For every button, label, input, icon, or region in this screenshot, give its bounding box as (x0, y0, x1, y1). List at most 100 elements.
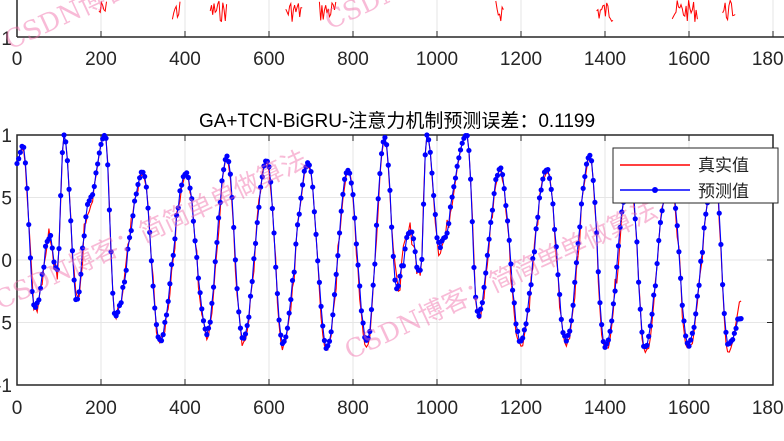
predicted-point (375, 196, 381, 202)
predicted-point (268, 179, 274, 185)
top-chart-partial: 0 200 400 600 800 1000 1200 1400 1600 1800 1 (1, 0, 784, 70)
predicted-point (568, 318, 575, 324)
predicted-point (316, 279, 322, 285)
predicted-point (199, 306, 205, 312)
x-tick-label: 1400 (584, 49, 626, 70)
predicted-point (342, 176, 348, 182)
x-tick-label: 1200 (500, 398, 542, 419)
predicted-point (214, 239, 220, 246)
predicted-point (200, 318, 207, 324)
predicted-point (501, 186, 507, 192)
predicted-point (523, 321, 529, 327)
x-tick-label: 800 (337, 398, 369, 419)
predicted-point (540, 176, 546, 182)
predicted-point (511, 300, 517, 306)
predicted-point (313, 231, 319, 237)
predicted-point (64, 158, 70, 164)
predicted-point (355, 262, 361, 268)
predicted-point (536, 195, 543, 201)
predicted-point (466, 147, 472, 154)
predicted-point (573, 260, 580, 266)
predicted-point (360, 320, 366, 326)
true-series-fragment (209, 0, 228, 23)
x-tick-label: 0 (12, 49, 23, 70)
predicted-point (143, 184, 149, 190)
predicted-point (686, 343, 692, 349)
x-tick-label: 1000 (416, 49, 458, 70)
predicted-point (513, 321, 519, 327)
watermark: CSDN博客：简简单单做算法 (320, 0, 642, 36)
predicted-point (148, 258, 154, 264)
predicted-point (503, 202, 509, 209)
predicted-point (526, 290, 533, 296)
predicted-point (402, 246, 408, 252)
predicted-point (652, 283, 659, 289)
predicted-point (187, 185, 193, 191)
predicted-point (145, 205, 151, 211)
predicted-point (121, 279, 128, 285)
predicted-point (184, 170, 190, 176)
predicted-point (333, 271, 339, 277)
predicted-point (120, 284, 126, 290)
predicted-point (167, 281, 173, 287)
x-tick-label: 1600 (668, 49, 710, 70)
predicted-point (98, 141, 104, 147)
predicted-point (310, 184, 316, 190)
predicted-point (68, 218, 74, 224)
predicted-point (605, 337, 611, 343)
predicted-point (654, 260, 660, 267)
predicted-point (444, 230, 450, 236)
predicted-point (66, 186, 72, 192)
predicted-point (365, 335, 371, 341)
predicted-point (106, 207, 112, 213)
predicted-point (224, 153, 230, 159)
predicted-point (718, 241, 724, 248)
predicted-point (14, 160, 20, 167)
predicted-point (646, 333, 652, 339)
predicted-point (553, 244, 559, 250)
predicted-point (486, 236, 492, 242)
predicted-point (696, 282, 702, 288)
x-tick-label: 1600 (668, 398, 710, 419)
predicted-point (594, 230, 600, 236)
predicted-point (132, 198, 138, 204)
y-tick-label: -1 (0, 376, 12, 397)
predicted-point (612, 288, 618, 294)
predicted-point (689, 330, 695, 336)
predicted-point (91, 183, 97, 190)
predicted-point (22, 160, 28, 166)
predicted-point (197, 290, 203, 296)
predicted-point (204, 332, 210, 338)
predicted-point (595, 269, 601, 275)
predicted-point (133, 191, 139, 197)
predicted-point (451, 184, 457, 190)
predicted-point (422, 152, 428, 158)
predicted-point (236, 309, 242, 315)
predicted-point (306, 162, 312, 168)
predicted-point (175, 205, 181, 211)
predicted-point (434, 235, 440, 241)
x-tick-label: 1800 (752, 49, 784, 70)
predicted-point (37, 285, 44, 291)
predicted-point (276, 317, 282, 323)
legend-pred-label: 预测值 (698, 182, 749, 202)
predicted-point (247, 293, 254, 299)
predicted-point (137, 175, 143, 181)
predicted-point (16, 156, 22, 162)
predicted-point (412, 249, 418, 255)
predicted-point (488, 219, 494, 226)
predicted-point (694, 293, 701, 299)
predicted-point (281, 338, 287, 345)
predicted-point (335, 253, 341, 259)
predicted-point (103, 135, 109, 141)
predicted-point (190, 218, 196, 224)
watermark: CSDN博客：简简单单做算法 (340, 195, 662, 366)
predicted-point (26, 221, 32, 228)
true-series-fragment (671, 0, 698, 22)
x-tick-label: 200 (85, 49, 117, 70)
predicted-point (266, 164, 272, 170)
predicted-point (484, 252, 490, 258)
predicted-point (278, 332, 284, 338)
predicted-point (651, 292, 657, 298)
predicted-point (491, 190, 497, 197)
